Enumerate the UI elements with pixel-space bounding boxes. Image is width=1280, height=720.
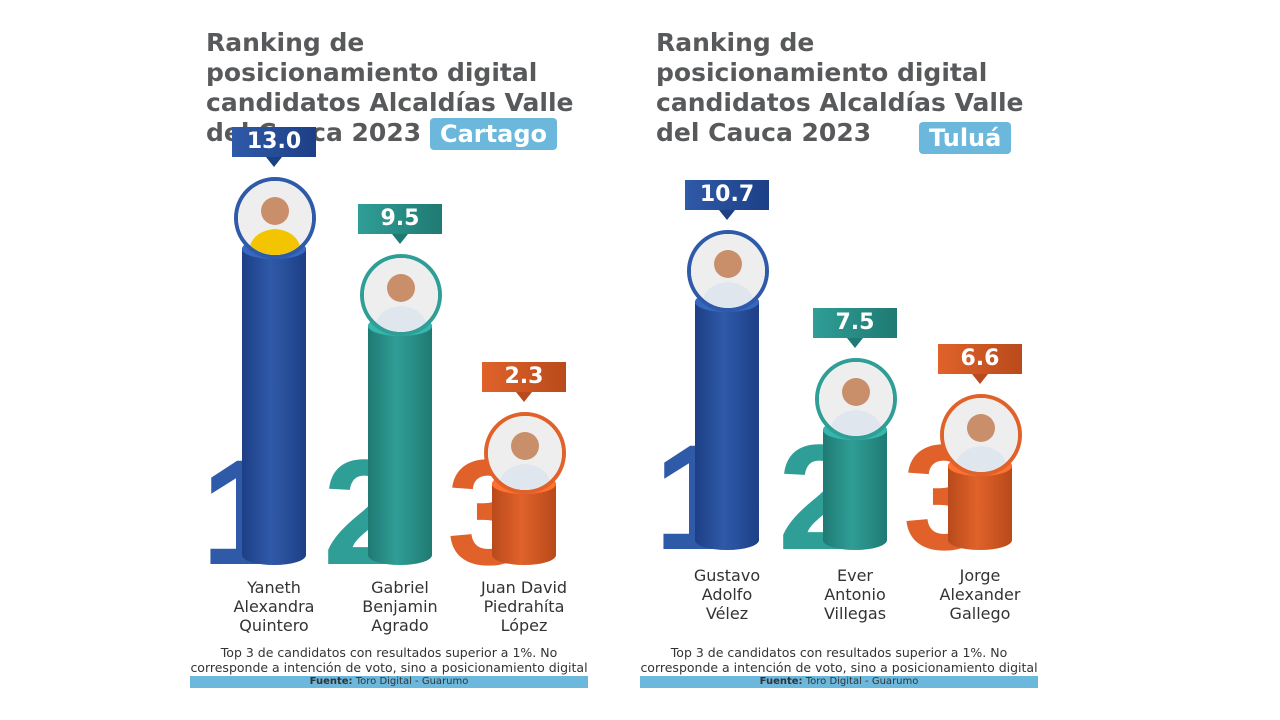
value-label: 7.5 xyxy=(813,308,897,348)
candidate-name-line: Gallego xyxy=(949,604,1011,623)
city-badge: Cartago xyxy=(430,118,557,150)
candidate-name: Yaneth Alexandra Quintero xyxy=(209,578,339,635)
bar xyxy=(242,239,306,565)
candidate-name: Juan David Piedrahíta López xyxy=(459,578,589,635)
bar xyxy=(695,292,759,550)
candidate-name-line: Villegas xyxy=(823,604,887,623)
candidate-name-line: Quintero xyxy=(239,616,309,635)
candidate-photo xyxy=(940,394,1022,476)
footnote-line: Top 3 de candidatos con resultados super… xyxy=(670,645,1008,660)
value-label: 2.3 xyxy=(482,362,566,403)
chart-title: Ranking de posicionamiento digital candi… xyxy=(656,28,1024,147)
chart-panel-2: Ranking de posicionamiento digital candi… xyxy=(640,0,1038,720)
candidate-column: 1 10.7 Gustavo Adolfo Vélez xyxy=(654,0,792,720)
candidate-name-line: Piedrahíta xyxy=(483,597,565,616)
candidate-name-line: Alexander xyxy=(939,585,1021,604)
city-badge: Tuluá xyxy=(919,122,1012,154)
candidate-name-line: Antonio xyxy=(824,585,886,604)
candidate-name-line: Gabriel xyxy=(371,578,429,597)
candidate-photo xyxy=(360,254,442,336)
candidate-name-line: Adolfo xyxy=(701,585,753,604)
candidate-name-line: López xyxy=(500,616,548,635)
candidate-name-line: Juan David xyxy=(480,578,568,597)
candidate-photo xyxy=(484,412,566,495)
candidate-name-line: Yaneth xyxy=(247,578,301,597)
candidate-name-line: Gustavo xyxy=(693,566,761,585)
source-label: Fuente: xyxy=(309,676,353,687)
candidate-column: 3 6.6 Jorge Alexander Gallego xyxy=(903,0,1045,720)
source-bar: Fuente: Toro Digital - Guarumo xyxy=(640,676,1038,688)
source-text: Toro Digital - Guarumo xyxy=(805,676,919,687)
source-bar: Fuente: Toro Digital - Guarumo xyxy=(190,676,588,688)
source-text: Toro Digital - Guarumo xyxy=(355,676,469,687)
candidate-photo xyxy=(234,177,316,259)
candidate-name-line: Alexandra xyxy=(233,597,315,616)
footnote: Top 3 de candidatos con resultados super… xyxy=(190,645,588,675)
footnote-line: Top 3 de candidatos con resultados super… xyxy=(220,645,558,660)
value-label: 6.6 xyxy=(938,344,1022,384)
value-label: 10.7 xyxy=(685,180,769,220)
candidate-name: Gabriel Benjamin Agrado xyxy=(335,578,465,635)
bar xyxy=(368,316,432,565)
candidate-column: 1 13.0 Yaneth Alexandra Quintero xyxy=(201,0,339,720)
candidate-photo xyxy=(815,358,897,440)
candidate-name: Ever Antonio Villegas xyxy=(790,566,920,623)
candidate-name-line: Benjamin xyxy=(362,597,438,616)
candidate-name-line: Vélez xyxy=(705,604,749,623)
value-label: 9.5 xyxy=(358,204,442,244)
candidate-column: 2 9.5 Gabriel Benjamin Agrado xyxy=(323,0,465,720)
candidate-name: Gustavo Adolfo Vélez xyxy=(662,566,792,623)
candidate-photo xyxy=(687,230,769,312)
value-label: 13.0 xyxy=(232,127,316,167)
footnote-line: corresponde a intención de voto, sino a … xyxy=(640,660,1038,675)
source-label: Fuente: xyxy=(759,676,803,687)
candidate-name-line: Ever xyxy=(837,566,873,585)
candidate-name-line: Agrado xyxy=(371,616,429,635)
chart-panel-1: Ranking de posicionamiento digital candi… xyxy=(190,0,588,720)
footnote: Top 3 de candidatos con resultados super… xyxy=(640,645,1038,675)
candidate-name: Jorge Alexander Gallego xyxy=(915,566,1045,623)
footnote-line: corresponde a intención de voto, sino a … xyxy=(190,660,588,675)
candidate-name-line: Jorge xyxy=(959,566,1001,585)
candidate-column: 2 7.5 Ever Antonio Villegas xyxy=(778,0,920,720)
candidate-column: 3 2.3 Juan David Piedrahíta López xyxy=(447,0,589,720)
